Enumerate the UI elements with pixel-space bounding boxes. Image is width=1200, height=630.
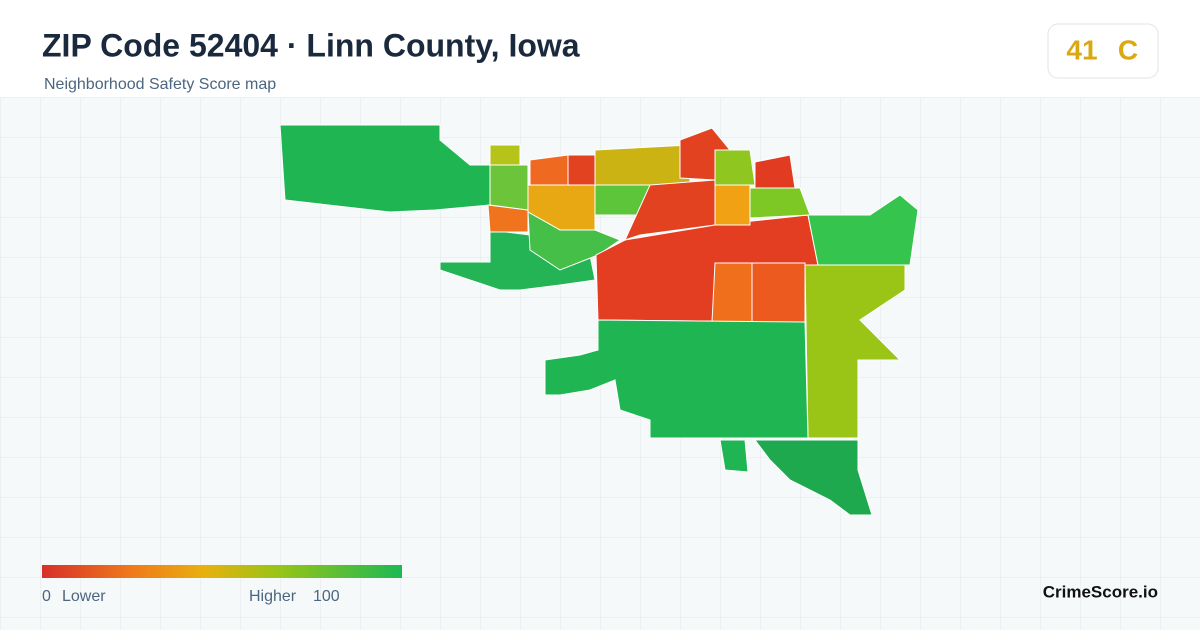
region: [751, 262, 806, 323]
zip-regions: [279, 124, 919, 516]
region: [529, 154, 569, 186]
legend-max-label: Higher: [249, 588, 297, 605]
region: [804, 264, 906, 439]
region: [624, 179, 716, 241]
region: [544, 319, 809, 439]
score-grade: C: [1118, 34, 1138, 65]
title: ZIP Code 52404 · Linn County, Iowa: [42, 27, 580, 63]
score-value: 41: [1066, 34, 1097, 65]
legend-min-label: Lower: [62, 588, 106, 605]
region: [719, 439, 749, 473]
legend-max: 100: [313, 588, 340, 605]
region: [749, 187, 811, 219]
region: [754, 439, 873, 516]
subtitle: Neighborhood Safety Score map: [44, 76, 276, 93]
header-bg: [0, 0, 1200, 97]
score-badge: [1047, 23, 1159, 79]
region: [527, 211, 622, 271]
region: [714, 184, 751, 226]
region: [489, 164, 529, 211]
region: [594, 144, 691, 186]
legend-gradient: [42, 565, 402, 578]
brand: CrimeScore.io: [1043, 582, 1158, 601]
region: [711, 262, 753, 323]
region: [714, 149, 756, 186]
legend-min: 0: [42, 588, 51, 605]
region: [489, 144, 521, 166]
region: [567, 154, 596, 186]
